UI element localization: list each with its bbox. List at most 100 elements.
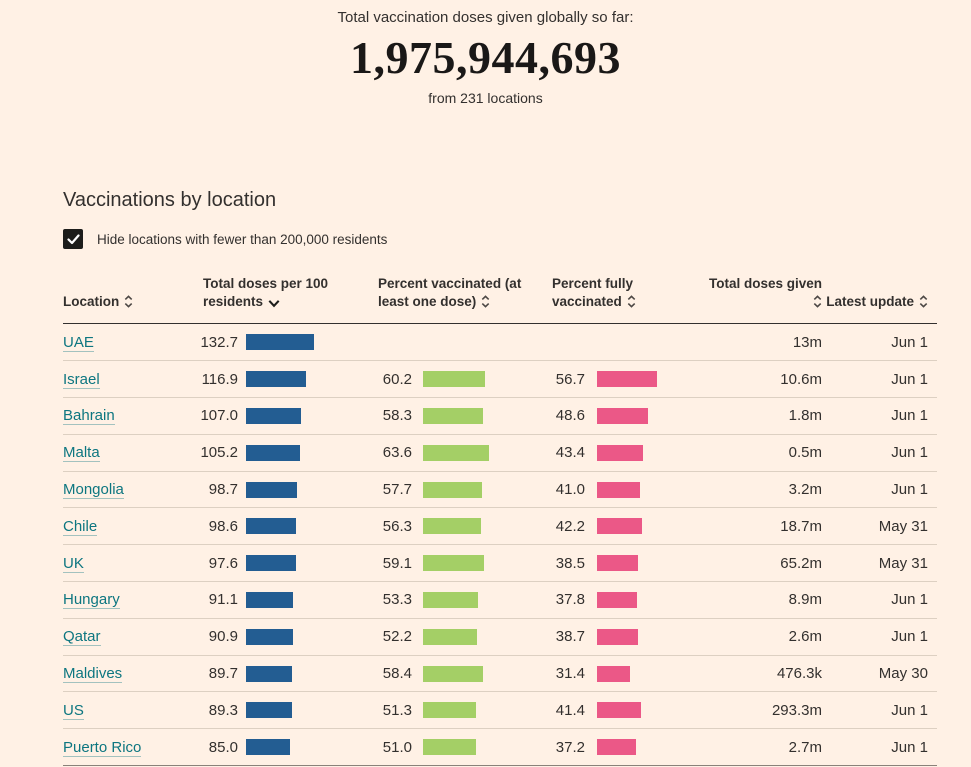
column-header-percent-vaccinated[interactable]: Percent vaccinated (at least one dose) xyxy=(378,275,552,313)
column-header-label: Percent vaccinated (at least one dose) xyxy=(378,276,522,310)
pct-vaccinated-value: 51.0 xyxy=(382,738,412,756)
table-row: Israel 116.9 60.2 56.7 10.6m Jun 1 xyxy=(63,361,937,399)
pct-vaccinated-value: 60.2 xyxy=(382,370,412,388)
location-link[interactable]: Chile xyxy=(63,517,98,536)
global-total-count: 1,975,944,693 xyxy=(350,32,621,83)
pct-fully-bar xyxy=(597,444,643,461)
latest-update-value: Jun 1 xyxy=(891,333,928,351)
sort-icon xyxy=(482,295,490,308)
location-cell: UAE xyxy=(63,333,200,352)
location-link[interactable]: UAE xyxy=(63,333,94,352)
pct-vaccinated-value: 58.4 xyxy=(382,665,412,682)
total-doses-value: 1.8m xyxy=(788,407,822,425)
sort-descending-icon xyxy=(268,300,280,308)
location-cell: Malta xyxy=(63,444,200,463)
location-link[interactable]: Israel xyxy=(63,370,100,389)
location-link[interactable]: UK xyxy=(63,554,84,573)
pct-vaccinated-value: 59.1 xyxy=(382,554,412,572)
latest-update-value: May 31 xyxy=(878,517,928,535)
hero-subcaption: from 231 locations xyxy=(428,90,543,106)
total-doses-value: 2.6m xyxy=(788,628,822,646)
latest-update-value: Jun 1 xyxy=(891,481,928,499)
location-link[interactable]: Mongolia xyxy=(63,481,124,500)
column-header-percent-fully-vaccinated[interactable]: Percent fully vaccinated xyxy=(552,275,697,313)
doses-per-100-bar-cell xyxy=(238,665,378,682)
pct-vaccinated-bar xyxy=(423,444,489,461)
pct-vaccinated-value: 53.3 xyxy=(382,591,412,609)
pct-fully-value: 38.7 xyxy=(555,628,585,646)
pct-fully-bar xyxy=(597,371,657,388)
pct-fully-bar-cell xyxy=(585,407,697,424)
pct-fully-bar-cell xyxy=(585,665,697,682)
doses-per-100-bar xyxy=(246,739,290,756)
pct-vaccinated-bar xyxy=(423,665,483,682)
pct-vaccinated-value: 56.3 xyxy=(382,517,412,535)
location-link[interactable]: Bahrain xyxy=(63,407,115,426)
pct-vaccinated-bar xyxy=(423,407,483,424)
doses-per-100-bar xyxy=(246,591,293,608)
pct-fully-bar xyxy=(597,628,638,645)
vaccinations-table: Location Total doses per 100 residents P… xyxy=(63,275,937,766)
pct-vaccinated-bar-cell xyxy=(412,739,552,756)
location-link[interactable]: Malta xyxy=(63,444,100,463)
pct-fully-bar xyxy=(597,518,642,535)
column-header-label: Total doses per 100 residents xyxy=(203,276,329,310)
location-cell: UK xyxy=(63,554,200,573)
latest-update-value: May 30 xyxy=(878,665,928,682)
column-header-location[interactable]: Location xyxy=(63,293,200,313)
pct-vaccinated-value: 57.7 xyxy=(382,481,412,499)
doses-per-100-bar xyxy=(246,481,297,498)
pct-vaccinated-bar-cell xyxy=(412,555,552,572)
table-header-row: Location Total doses per 100 residents P… xyxy=(63,275,937,325)
column-header-label: Total doses given xyxy=(708,276,822,291)
column-header-latest-update[interactable]: Latest update xyxy=(822,293,937,313)
hide-small-locations-filter[interactable]: Hide locations with fewer than 200,000 r… xyxy=(63,229,937,249)
pct-vaccinated-value: 52.2 xyxy=(382,628,412,646)
pct-fully-bar xyxy=(597,591,637,608)
pct-fully-bar xyxy=(597,407,648,424)
column-header-total-doses-per-100[interactable]: Total doses per 100 residents xyxy=(200,275,378,313)
doses-per-100-value: 91.1 xyxy=(208,591,238,609)
checkbox-checked-icon[interactable] xyxy=(63,229,83,249)
pct-fully-bar-cell xyxy=(585,371,697,388)
pct-vaccinated-bar xyxy=(423,739,476,756)
doses-per-100-bar xyxy=(246,702,292,719)
pct-vaccinated-bar-cell xyxy=(412,628,552,645)
sort-icon xyxy=(627,295,636,308)
table-row: UAE 132.7 13m Jun 1 xyxy=(63,324,937,362)
table-row: Qatar 90.9 52.2 38.7 2.6m Jun 1 xyxy=(63,619,937,656)
doses-per-100-bar-cell xyxy=(238,591,378,608)
pct-fully-bar-cell xyxy=(585,628,697,645)
pct-vaccinated-bar xyxy=(423,371,485,388)
location-cell: Puerto Rico xyxy=(63,738,200,757)
column-header-total-doses-given[interactable]: Total doses given xyxy=(697,275,822,313)
location-link[interactable]: Hungary xyxy=(63,591,120,610)
total-doses-value: 18.7m xyxy=(780,517,822,535)
location-cell: Maldives xyxy=(63,665,200,683)
total-doses-value: 13m xyxy=(792,333,822,351)
location-link[interactable]: Maldives xyxy=(63,665,123,683)
pct-fully-value: 42.2 xyxy=(555,517,585,535)
latest-update-value: May 31 xyxy=(878,554,928,572)
location-link[interactable]: Qatar xyxy=(63,628,101,647)
sort-icon xyxy=(813,295,822,308)
table-row: UK 97.6 59.1 38.5 65.2m May 31 xyxy=(63,545,937,583)
doses-per-100-bar xyxy=(246,628,293,645)
doses-per-100-value: 90.9 xyxy=(208,628,238,646)
doses-per-100-value: 85.0 xyxy=(208,738,238,756)
location-link[interactable]: Puerto Rico xyxy=(63,738,142,757)
pct-fully-bar xyxy=(597,555,638,572)
column-header-label: Percent fully vaccinated xyxy=(552,276,634,310)
pct-fully-bar xyxy=(597,702,641,719)
doses-per-100-value: 98.7 xyxy=(208,481,238,499)
latest-update-value: Jun 1 xyxy=(891,370,928,388)
table-row: US 89.3 51.3 41.4 293.3m Jun 1 xyxy=(63,692,937,730)
sort-icon xyxy=(125,295,133,308)
doses-per-100-bar-cell xyxy=(238,334,378,351)
pct-fully-value: 31.4 xyxy=(555,665,585,682)
doses-per-100-value: 105.2 xyxy=(200,444,238,462)
doses-per-100-bar xyxy=(246,518,296,535)
location-link[interactable]: US xyxy=(63,701,84,720)
total-doses-value: 65.2m xyxy=(780,554,822,572)
latest-update-value: Jun 1 xyxy=(891,738,928,756)
